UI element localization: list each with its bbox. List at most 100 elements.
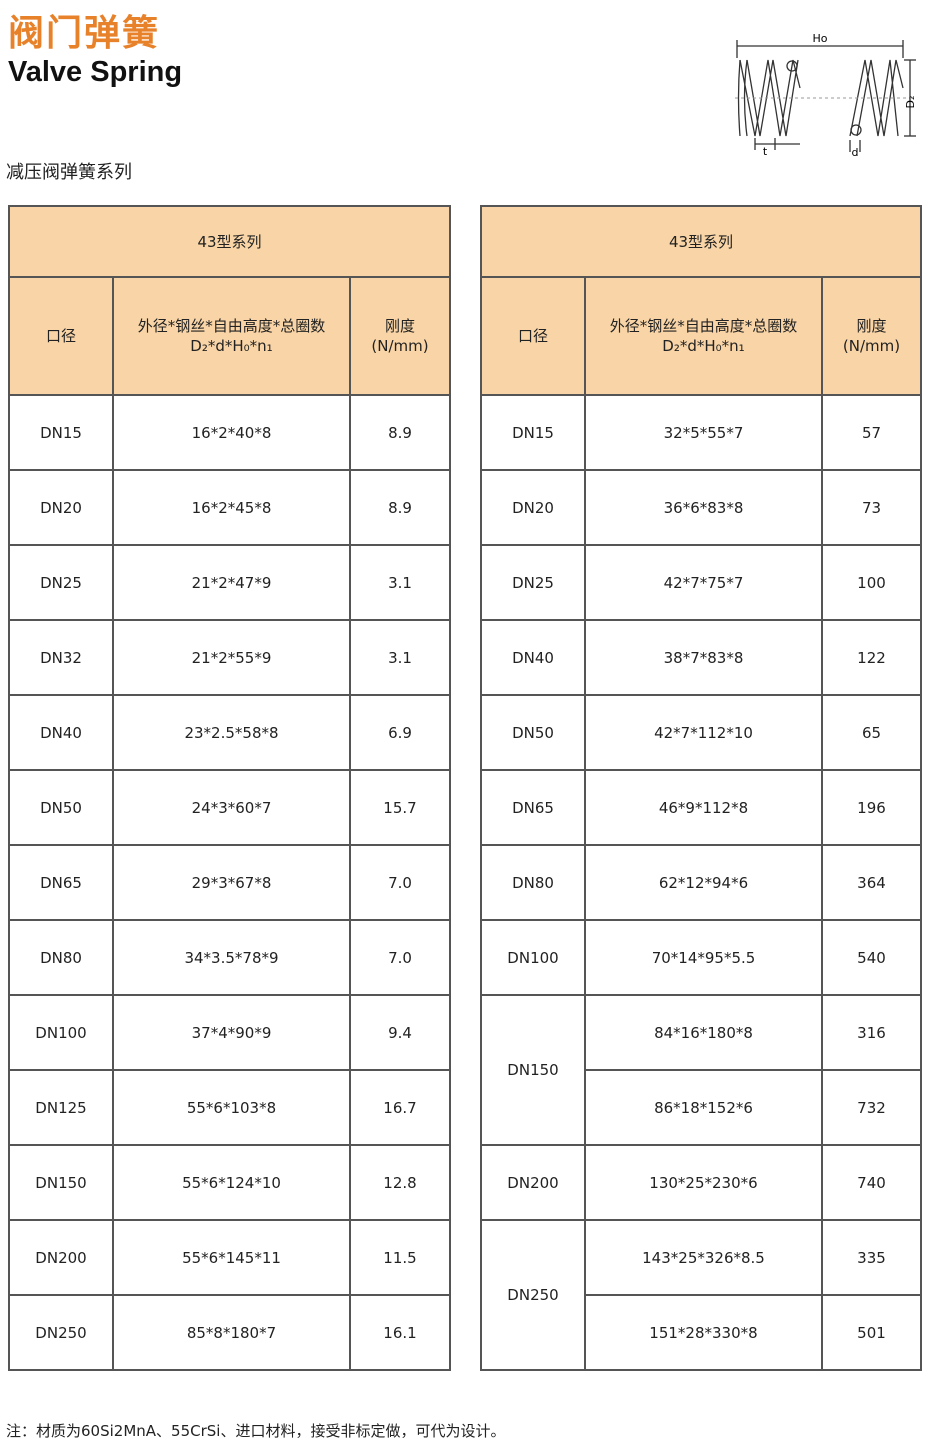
label-ho: Ho bbox=[812, 32, 827, 45]
data-row: DN100 37*4*90*9 9.4 bbox=[8, 994, 451, 1071]
title-row: 43型系列 bbox=[480, 205, 922, 278]
subtitle: 减压阀弹簧系列 bbox=[6, 162, 132, 183]
stiffness-cell: 335 bbox=[821, 1219, 922, 1296]
column-header: 口径 bbox=[480, 276, 586, 396]
size-cell: DN125 bbox=[8, 1069, 114, 1146]
header-row: 口径 外径*钢丝*自由高度*总圈数 D₂*d*H₀*n₁ 刚度 (N/mm) bbox=[8, 276, 451, 396]
size-cell: DN15 bbox=[8, 394, 114, 471]
spec-cell: 36*6*83*8 bbox=[584, 469, 823, 546]
data-row: DN100 70*14*95*5.5 540 bbox=[480, 919, 922, 996]
data-row: 86*18*152*6 732 bbox=[481, 1069, 922, 1146]
stiffness-cell: 8.9 bbox=[349, 469, 451, 546]
data-row: DN250 143*25*326*8.5 335 bbox=[480, 1219, 922, 1371]
spec-cell: 55*6*145*11 bbox=[112, 1219, 351, 1296]
header-label: 外径*钢丝*自由高度*总圈数 bbox=[137, 317, 326, 335]
stiffness-cell: 364 bbox=[821, 844, 922, 921]
size-cell: DN40 bbox=[8, 694, 114, 771]
spring-diagram: Ho D₂ t d bbox=[735, 32, 917, 158]
column-header: 口径 bbox=[8, 276, 114, 396]
spec-cell: 24*3*60*7 bbox=[112, 769, 351, 846]
size-cell: DN150 bbox=[8, 1144, 114, 1221]
data-row: DN125 55*6*103*8 16.7 bbox=[8, 1069, 451, 1146]
size-cell: DN65 bbox=[480, 769, 586, 846]
footnote: 注：材质为60Si2MnA、55CrSi、进口材料，接受非标定做，可代为设计。 bbox=[6, 1422, 506, 1440]
stiffness-cell: 540 bbox=[821, 919, 922, 996]
header-label: 外径*钢丝*自由高度*总圈数 bbox=[609, 317, 798, 335]
header-sublabel: D₂*d*H₀*n₁ bbox=[662, 337, 745, 355]
spec-cell: 46*9*112*8 bbox=[584, 769, 823, 846]
size-cell: DN40 bbox=[480, 619, 586, 696]
data-row: DN25 21*2*47*9 3.1 bbox=[8, 544, 451, 621]
stiffness-cell: 122 bbox=[821, 619, 922, 696]
size-cell: DN20 bbox=[8, 469, 114, 546]
size-cell: DN250 bbox=[8, 1294, 114, 1371]
stiffness-cell: 15.7 bbox=[349, 769, 451, 846]
data-row: DN200 55*6*145*11 11.5 bbox=[8, 1219, 451, 1296]
column-header: 刚度 (N/mm) bbox=[821, 276, 922, 396]
table-title: 43型系列 bbox=[8, 205, 451, 278]
data-row: DN80 62*12*94*6 364 bbox=[480, 844, 922, 921]
stiffness-cell: 7.0 bbox=[349, 919, 451, 996]
stiffness-cell: 100 bbox=[821, 544, 922, 621]
stiffness-cell: 65 bbox=[821, 694, 922, 771]
spec-cell: 86*18*152*6 bbox=[584, 1069, 823, 1146]
spec-table: 43型系列 口径 外径*钢丝*自由高度*总圈数 D₂*d*H₀*n₁ 刚度 (N/mm) D… bbox=[480, 205, 922, 1371]
label-t: t bbox=[763, 145, 768, 158]
data-row: DN32 21*2*55*9 3.1 bbox=[8, 619, 451, 696]
header-sublabel: (N/mm) bbox=[842, 337, 901, 355]
data-row: DN80 34*3.5*78*9 7.0 bbox=[8, 919, 451, 996]
stiffness-cell: 73 bbox=[821, 469, 922, 546]
data-row: DN15 32*5*55*7 57 bbox=[480, 394, 922, 471]
size-cell: DN200 bbox=[480, 1144, 586, 1221]
size-cell: DN32 bbox=[8, 619, 114, 696]
data-row: DN20 16*2*45*8 8.9 bbox=[8, 469, 451, 546]
spec-cell: 55*6*103*8 bbox=[112, 1069, 351, 1146]
spec-cell: 143*25*326*8.5 bbox=[584, 1219, 823, 1296]
data-row: DN65 29*3*67*8 7.0 bbox=[8, 844, 451, 921]
data-row: DN50 24*3*60*7 15.7 bbox=[8, 769, 451, 846]
data-row: DN200 130*25*230*6 740 bbox=[480, 1144, 922, 1221]
size-cell: DN50 bbox=[8, 769, 114, 846]
size-cell: DN150 bbox=[480, 994, 586, 1146]
size-cell: DN80 bbox=[8, 919, 114, 996]
spec-cell: 23*2.5*58*8 bbox=[112, 694, 351, 771]
spec-cell: 84*16*180*8 bbox=[584, 994, 823, 1071]
stiffness-cell: 196 bbox=[821, 769, 922, 846]
stiffness-cell: 740 bbox=[821, 1144, 922, 1221]
spec-cell: 29*3*67*8 bbox=[112, 844, 351, 921]
spec-cell: 85*8*180*7 bbox=[112, 1294, 351, 1371]
size-cell: DN80 bbox=[480, 844, 586, 921]
title-cn: 阀门弹簧 bbox=[8, 13, 161, 54]
size-cell: DN100 bbox=[8, 994, 114, 1071]
label-d2: D₂ bbox=[904, 96, 917, 109]
stiffness-cell: 732 bbox=[821, 1069, 922, 1146]
spec-cell: 16*2*45*8 bbox=[112, 469, 351, 546]
size-cell: DN250 bbox=[480, 1219, 586, 1371]
column-header: 刚度 (N/mm) bbox=[349, 276, 451, 396]
size-cell: DN65 bbox=[8, 844, 114, 921]
size-cell: DN25 bbox=[480, 544, 586, 621]
stiffness-cell: 16.1 bbox=[349, 1294, 451, 1371]
data-row: DN20 36*6*83*8 73 bbox=[480, 469, 922, 546]
data-row: DN250 85*8*180*7 16.1 bbox=[8, 1294, 451, 1371]
size-cell: DN200 bbox=[8, 1219, 114, 1296]
stiffness-cell: 11.5 bbox=[349, 1219, 451, 1296]
column-header: 外径*钢丝*自由高度*总圈数 D₂*d*H₀*n₁ bbox=[112, 276, 351, 396]
stiffness-cell: 501 bbox=[821, 1294, 922, 1371]
header-sublabel: (N/mm) bbox=[371, 337, 429, 355]
data-row: DN50 42*7*112*10 65 bbox=[480, 694, 922, 771]
header-row: 口径 外径*钢丝*自由高度*总圈数 D₂*d*H₀*n₁ 刚度 (N/mm) bbox=[480, 276, 922, 396]
size-cell: DN50 bbox=[480, 694, 586, 771]
size-cell: DN100 bbox=[480, 919, 586, 996]
stiffness-cell: 9.4 bbox=[349, 994, 451, 1071]
spec-cell: 42*7*75*7 bbox=[584, 544, 823, 621]
data-row: DN40 38*7*83*8 122 bbox=[480, 619, 922, 696]
header-label: 刚度 bbox=[384, 317, 415, 335]
spec-cell: 37*4*90*9 bbox=[112, 994, 351, 1071]
table-title: 43型系列 bbox=[480, 205, 922, 278]
stiffness-cell: 16.7 bbox=[349, 1069, 451, 1146]
stiffness-cell: 12.8 bbox=[349, 1144, 451, 1221]
data-row: DN150 55*6*124*10 12.8 bbox=[8, 1144, 451, 1221]
spec-cell: 21*2*55*9 bbox=[112, 619, 351, 696]
spec-cell: 55*6*124*10 bbox=[112, 1144, 351, 1221]
